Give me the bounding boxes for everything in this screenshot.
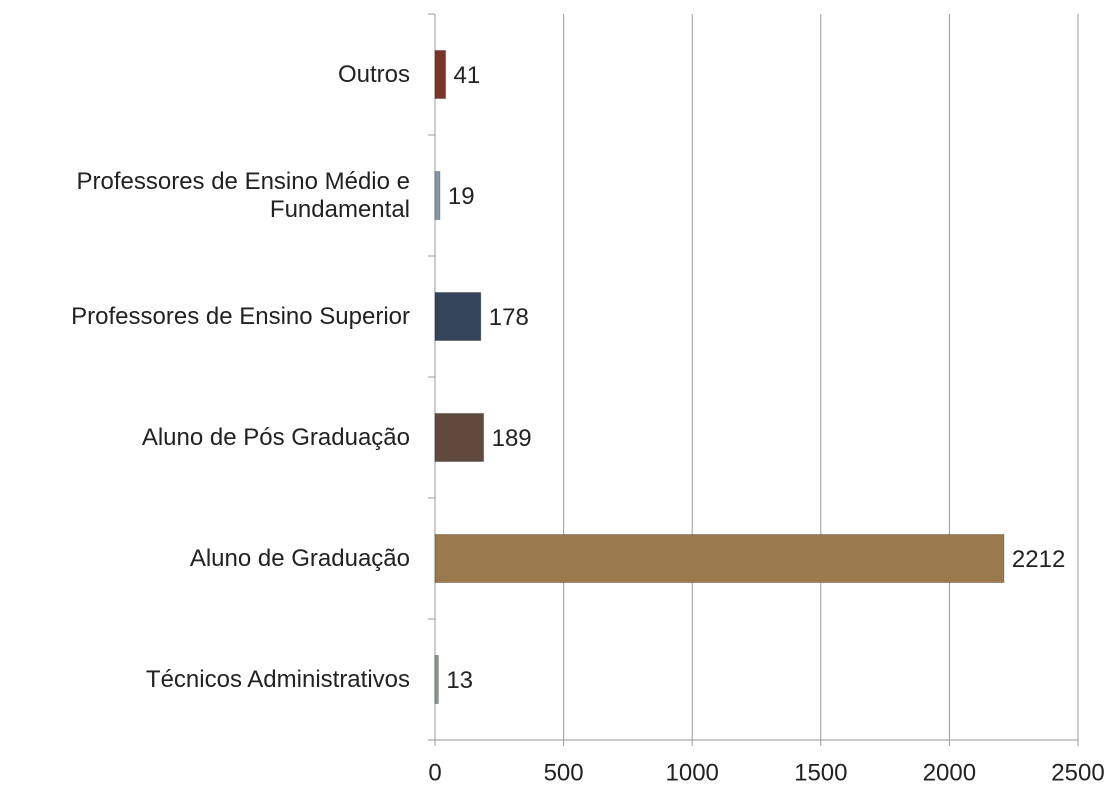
category-label: Outros — [337, 60, 410, 88]
x-tick-label: 2000 — [923, 759, 976, 786]
category-label: Aluno de Graduação — [189, 544, 410, 572]
value-label: 13 — [446, 667, 473, 694]
bar — [434, 50, 447, 99]
value-label: 189 — [492, 425, 532, 452]
x-tick-label: 1500 — [794, 759, 847, 786]
bar — [434, 413, 485, 462]
category-label: Professores de Ensino Médio e Fundamenta… — [76, 167, 410, 223]
bar — [434, 292, 482, 341]
x-tick-label: 1000 — [666, 759, 719, 786]
category-label: Professores de Ensino Superior — [71, 302, 410, 330]
category-label: Aluno de Pós Graduação — [141, 423, 410, 451]
bar — [434, 534, 1005, 583]
value-label: 19 — [448, 183, 475, 210]
value-label: 41 — [454, 62, 481, 89]
x-tick-label: 0 — [428, 759, 441, 786]
bar — [434, 655, 439, 704]
category-label: Técnicos Administrativos — [145, 665, 410, 693]
x-tick-label: 2500 — [1051, 759, 1104, 786]
bar — [434, 171, 441, 220]
value-label: 2212 — [1012, 546, 1065, 573]
x-tick-label: 500 — [544, 759, 584, 786]
value-label: 178 — [489, 304, 529, 331]
